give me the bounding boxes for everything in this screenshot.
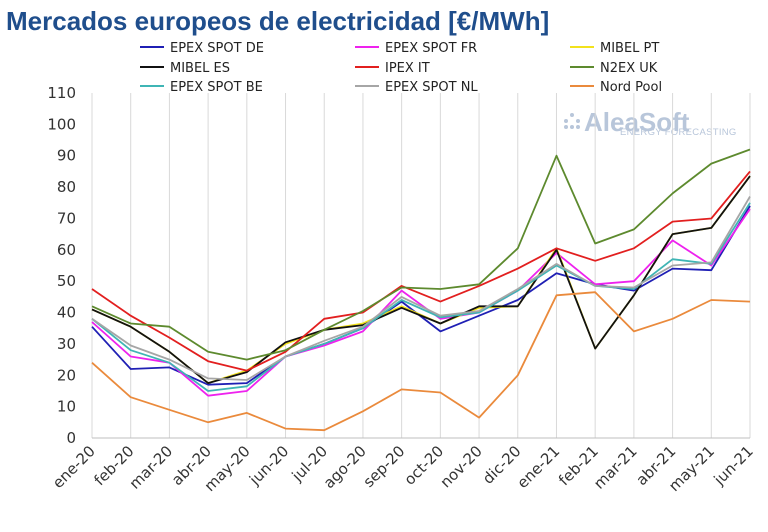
legend-label: N2EX UK — [600, 61, 658, 76]
y-tick-label: 100 — [47, 115, 76, 133]
series-lines — [91, 148, 751, 432]
y-tick-label: 20 — [57, 366, 76, 384]
y-axis-ticks: 0 10 20 30 40 50 60 70 80 90 100 110 — [47, 84, 76, 447]
y-tick-label: 30 — [57, 335, 76, 353]
legend-item-epex-spot-de: EPEX SPOT DE — [140, 41, 264, 56]
y-tick-label: 40 — [57, 304, 76, 322]
y-tick-label: 90 — [57, 147, 76, 165]
y-tick-label: 0 — [66, 429, 76, 447]
legend-label: MIBEL PT — [600, 41, 659, 56]
legend-item-n2ex-uk: N2EX UK — [570, 61, 658, 76]
series-line-epex-spot-nl — [91, 196, 751, 381]
legend-label: EPEX SPOT FR — [385, 41, 477, 56]
logo-dots-icon — [564, 113, 580, 129]
legend-label: MIBEL ES — [170, 61, 230, 76]
legend-item-ipex-it: IPEX IT — [355, 61, 430, 76]
series-line-ipex-it — [91, 170, 751, 372]
y-tick-label: 10 — [57, 398, 76, 416]
legend-item-mibel-pt: MIBEL PT — [570, 41, 659, 56]
y-tick-label: 50 — [57, 272, 76, 290]
legend-label: Nord Pool — [600, 80, 662, 95]
legend-label: EPEX SPOT BE — [170, 80, 263, 95]
y-tick-label: 60 — [57, 241, 76, 259]
legend-item-epex-spot-nl: EPEX SPOT NL — [355, 80, 478, 95]
legend: EPEX SPOT DE EPEX SPOT FR MIBEL PT MIBEL ES… — [140, 41, 662, 95]
legend-item-epex-spot-be: EPEX SPOT BE — [140, 80, 263, 95]
legend-item-nord-pool: Nord Pool — [570, 80, 662, 95]
series-line-n2ex-uk — [91, 148, 751, 361]
legend-item-mibel-es: MIBEL ES — [140, 61, 230, 76]
series-line-epex-spot-fr — [91, 208, 751, 397]
chart-title: Mercados europeos de electricidad [€/MWh… — [6, 6, 549, 36]
y-tick-label: 80 — [57, 178, 76, 196]
logo-subtext: ENERGY FORECASTING — [620, 127, 737, 138]
legend-label: EPEX SPOT DE — [170, 41, 264, 56]
y-tick-label: 70 — [57, 209, 76, 227]
legend-label: IPEX IT — [385, 61, 430, 76]
y-tick-label: 110 — [47, 84, 76, 102]
series-line-nord-pool — [91, 291, 751, 432]
legend-label: EPEX SPOT NL — [385, 80, 478, 95]
legend-item-epex-spot-fr: EPEX SPOT FR — [355, 41, 477, 56]
